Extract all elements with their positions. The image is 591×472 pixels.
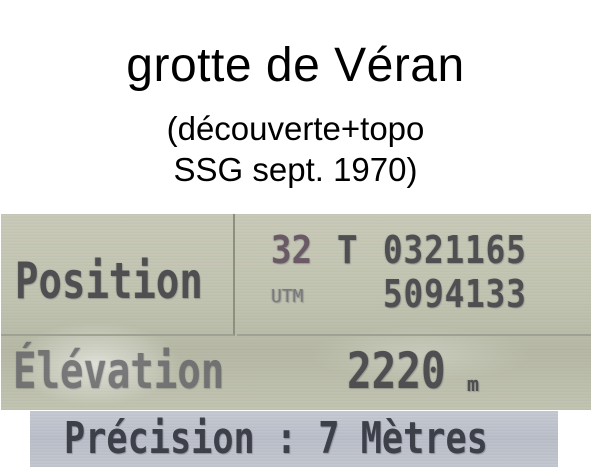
elevation-value: 2220 <box>347 342 446 400</box>
utm-label: UTM <box>271 286 304 307</box>
precision-text: Précision : 7 Mètres <box>64 413 488 464</box>
elevation-unit: m <box>467 372 480 396</box>
coordinates-panel <box>237 214 591 336</box>
elevation-label: Élévation <box>13 342 225 400</box>
gps-lcd-screen: Position 32 T 0321165 UTM 5094133 Élévat… <box>1 214 591 410</box>
discovery-note: (découverte+topo <box>166 110 425 147</box>
precision-strip: Précision : 7 Mètres <box>30 411 558 467</box>
utm-zone-letter: T <box>337 228 358 272</box>
utm-northing: 5094133 <box>383 272 527 316</box>
utm-zone-number: 32 <box>271 228 313 272</box>
position-label: Position <box>15 252 203 310</box>
cave-title: grotte de Véran <box>126 39 465 92</box>
position-label-panel <box>1 214 235 336</box>
club-date-note: SSG sept. 1970) <box>173 151 418 188</box>
utm-easting: 0321165 <box>383 228 527 272</box>
